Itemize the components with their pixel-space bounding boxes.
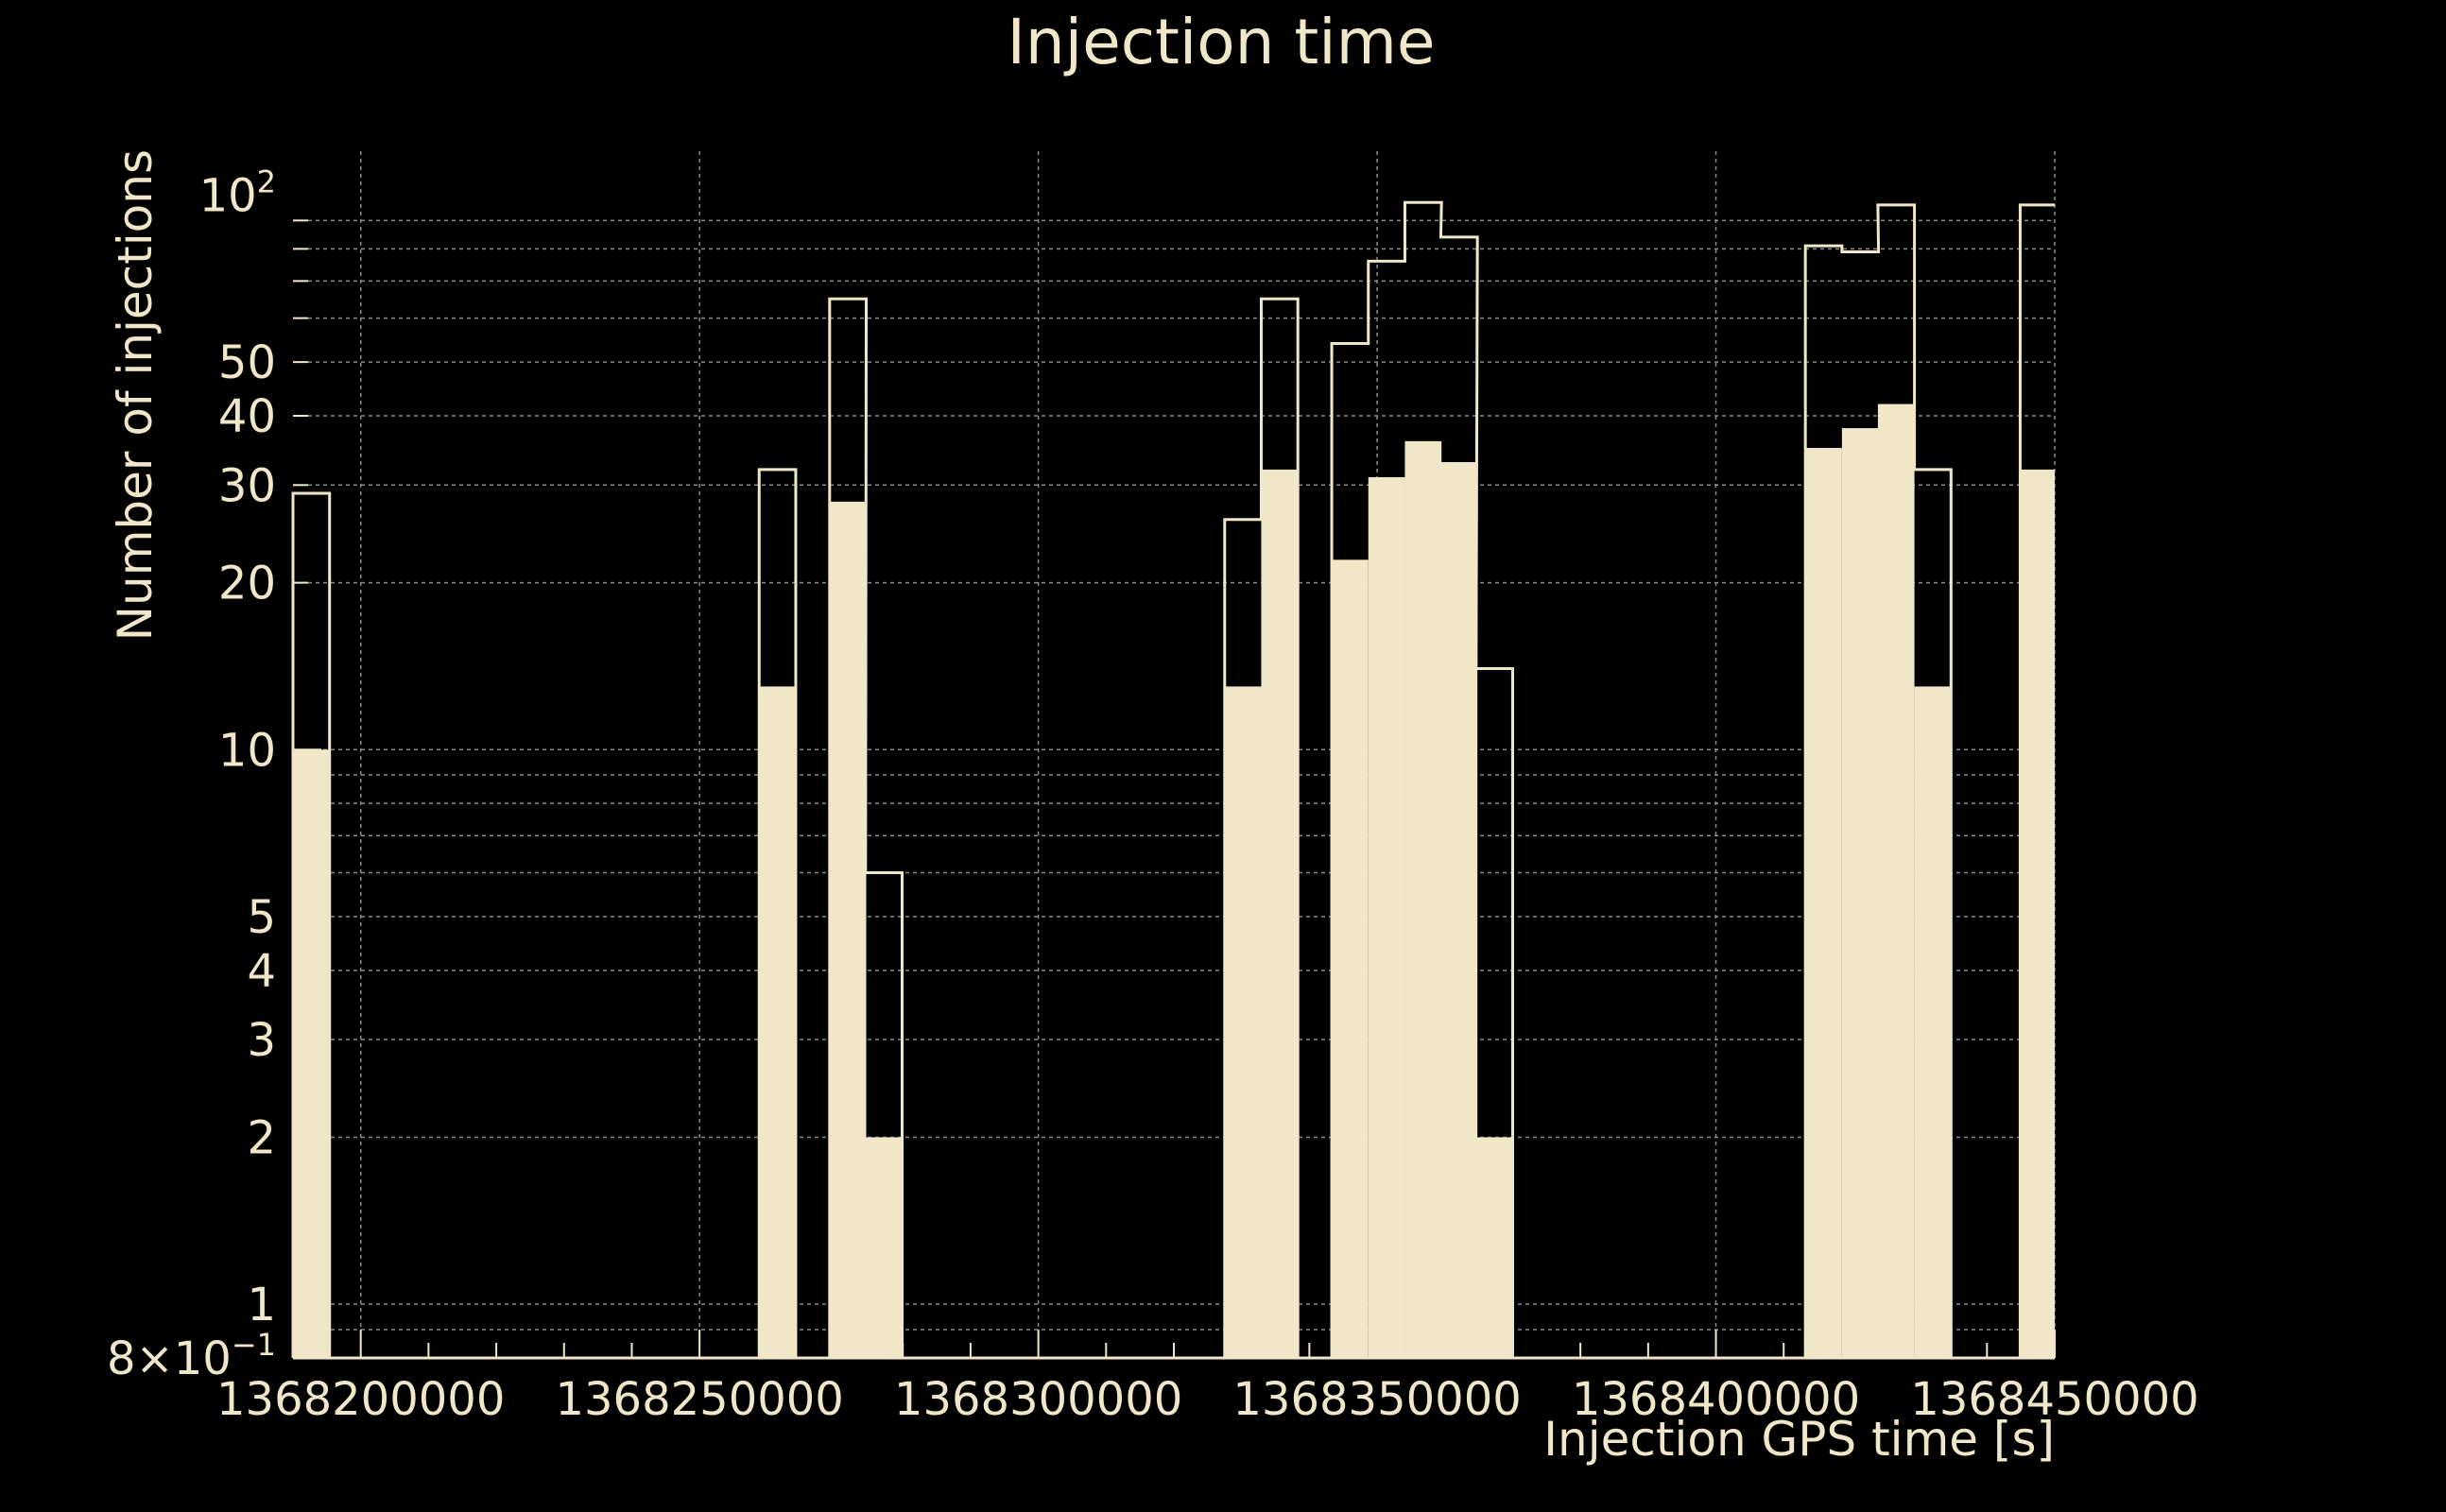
grid bbox=[293, 151, 2056, 1359]
filled-bars bbox=[293, 404, 2055, 1359]
filled-bar-10 bbox=[1475, 1137, 1513, 1358]
filled-bar-0 bbox=[293, 749, 330, 1358]
filled-bar-9 bbox=[1440, 462, 1478, 1358]
y-tick-label-9: 40 bbox=[218, 390, 276, 443]
filled-bar-15 bbox=[2020, 469, 2055, 1358]
x-tick-labels: 1368200000 1368250000 1368300000 1368350000… bbox=[216, 1373, 2199, 1426]
filled-bar-14 bbox=[1914, 686, 1952, 1358]
filled-bar-12 bbox=[1841, 428, 1879, 1359]
y-axis-label: Number of injections bbox=[108, 149, 163, 641]
x-tick-label-2: 1368300000 bbox=[894, 1373, 1182, 1426]
filled-bar-11 bbox=[1805, 448, 1842, 1358]
y-tick-label-1: 1 bbox=[247, 1279, 276, 1332]
y-tick-label-8: 30 bbox=[218, 459, 276, 512]
filled-bar-6 bbox=[1332, 559, 1369, 1358]
x-tick-label-5: 1368450000 bbox=[1910, 1373, 2198, 1426]
filled-bar-2 bbox=[829, 501, 867, 1358]
filled-bar-3 bbox=[865, 1137, 903, 1358]
axes bbox=[292, 219, 2056, 1360]
filled-bar-8 bbox=[1404, 440, 1442, 1358]
filled-bar-1 bbox=[759, 686, 796, 1358]
y-tick-label-4: 4 bbox=[247, 945, 276, 998]
x-tick-label-1: 1368250000 bbox=[555, 1373, 843, 1426]
x-axis-label: Injection GPS time [s] bbox=[1543, 1412, 2055, 1467]
filled-bar-4 bbox=[1224, 686, 1262, 1358]
x-tick-label-0: 1368200000 bbox=[216, 1373, 505, 1426]
y-tick-label-5: 5 bbox=[247, 891, 276, 944]
y-tick-label-3: 3 bbox=[247, 1014, 276, 1067]
y-tick-label-2: 2 bbox=[247, 1111, 276, 1164]
filled-bar-5 bbox=[1261, 469, 1299, 1358]
y-tick-label-10: 50 bbox=[218, 336, 276, 389]
y-tick-label-7: 20 bbox=[218, 558, 276, 610]
filled-bar-13 bbox=[1877, 404, 1915, 1359]
chart-title: Injection time bbox=[1007, 6, 1435, 78]
outline-step-series bbox=[291, 200, 2055, 1358]
x-tick-label-4: 1368400000 bbox=[1572, 1373, 1860, 1426]
x-tick-label-3: 1368350000 bbox=[1232, 1373, 1521, 1426]
filled-bar-7 bbox=[1368, 476, 1405, 1359]
y-tick-label-6: 10 bbox=[218, 724, 276, 777]
y-tick-label-0: 8×10−1 bbox=[107, 1327, 276, 1385]
y-tick-label-11: 102 bbox=[199, 163, 276, 222]
